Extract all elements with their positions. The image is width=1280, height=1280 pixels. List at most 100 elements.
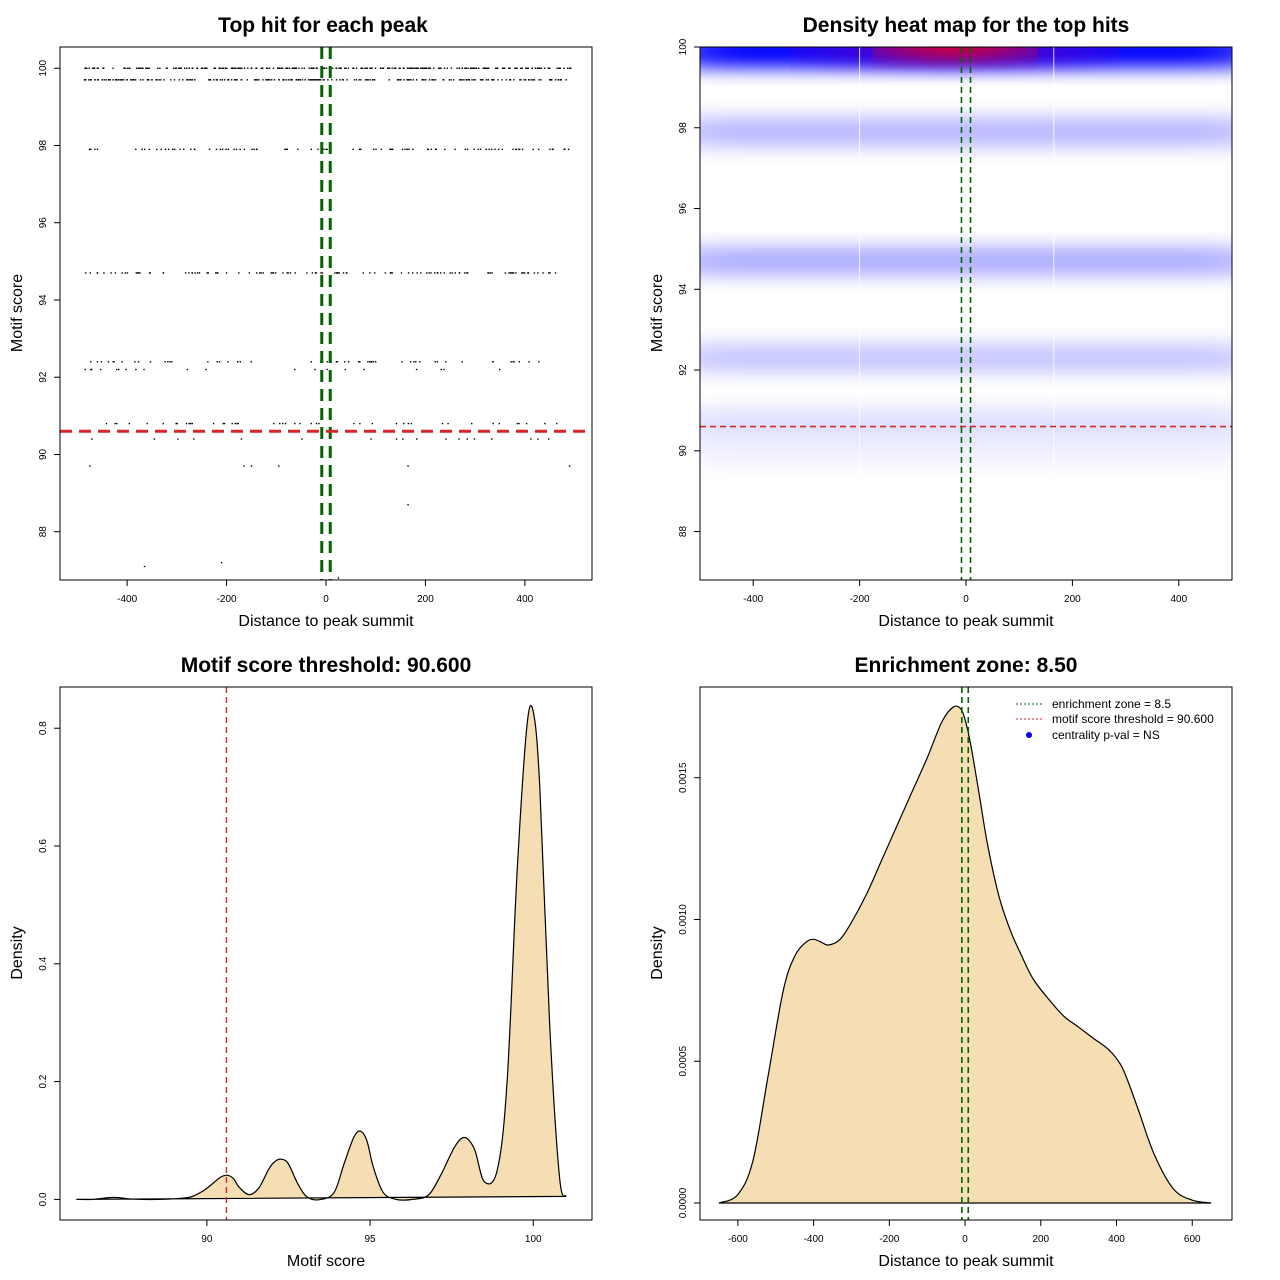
scatter-point [362,272,365,274]
scatter-point [179,148,181,151]
scatter-point [253,79,256,81]
scatter-point [169,361,171,363]
scatter-point [225,272,228,274]
scatter-point [89,465,91,467]
scatter-point [126,79,128,81]
scatter-point [352,148,354,151]
scatter-point [298,67,300,69]
scatter-point [221,79,224,81]
scatter-point [395,438,398,440]
scatter-point [282,272,284,274]
scatter-point [471,79,473,81]
scatter-point [533,272,536,274]
scatter-point [415,368,418,371]
scatter-point [271,272,274,274]
scatter-x-tick-label: 0 [323,594,329,605]
scatter-point [519,79,521,81]
scatter-point [149,361,152,363]
scatter-point [91,368,93,371]
scatter-y-tick-label: 98 [38,139,49,151]
scatter-point [461,361,463,363]
scatter-point [509,272,512,274]
scatter-point [304,79,306,81]
scatter-point [335,79,338,81]
score-density-plot-frame [59,686,593,1221]
legend: enrichment zone = 8.5 motif score thresh… [1016,697,1214,742]
scatter-point [142,79,144,81]
scatter-point [454,148,456,151]
scatter-point [135,272,138,274]
scatter-point [406,79,408,81]
scatter-point [291,67,294,69]
scatter-point [408,79,410,81]
scatter-point [458,272,461,274]
scatter-point [216,272,218,274]
scatter-point [369,272,371,274]
scatter-point [84,368,86,371]
scatter-point [409,67,412,69]
scatter-point [313,79,316,81]
scatter-point [548,438,550,440]
scatter-point [91,67,94,69]
scatter-point [176,422,178,425]
scatter-point [374,361,377,363]
scatter-point [281,67,284,69]
scatter-point [200,67,203,69]
scatter-point [190,148,192,151]
scatter-y-tick-label: 96 [38,217,49,229]
scatter-point [167,361,169,363]
scatter-point [536,67,538,69]
scatter-point [188,422,190,425]
scatter-point [271,79,273,81]
scatter-point [162,272,165,274]
scatter-point [282,79,284,81]
scatter-point [172,148,174,151]
scatter-point [450,79,452,81]
scatter-point [206,272,208,274]
scatter-point [255,272,258,274]
scatter-point [175,422,177,425]
scatter-point [241,67,243,69]
scatter-point [550,79,552,81]
scatter-point [139,79,142,81]
scatter-point [299,79,302,81]
scatter-point [270,272,272,274]
scatter-point [248,272,251,274]
scatter-point [403,79,405,81]
scatter-point [315,67,318,69]
scatter-point [146,67,149,69]
scatter-point [294,272,296,274]
scatter-point [227,361,229,363]
scatter-point [368,361,371,363]
scatter-point [461,79,463,81]
scatter-point [373,148,375,151]
scatter-point [523,272,526,274]
scatter-point [292,67,294,69]
scatter-point [482,79,484,81]
scatter-point [250,361,252,363]
scatter-point [96,148,99,151]
scatter-point [260,67,263,69]
scatter-point [521,272,523,274]
heatmap-hotspot [880,47,1031,59]
scatter-point [337,272,339,274]
scatter-point [301,79,304,81]
scatter-point [559,67,561,69]
scatter-point [522,272,524,274]
scatter-point [570,67,572,69]
heatmap-x-tick-label: 200 [1064,594,1081,605]
scatter-point [407,503,409,506]
scatter-point [408,148,410,151]
scatter-point [373,79,375,81]
scatter-point [177,438,179,440]
scatter-point [533,79,536,81]
heatmap-panel: Density heat map for the top hits -400 -2… [649,14,1233,630]
scatter-point [205,67,207,69]
scatter-point [509,67,511,69]
scatter-point [353,79,356,81]
scatter-point [508,272,510,274]
scatter-point [423,79,425,81]
scatter-point [318,79,321,81]
scatter-point [490,148,493,151]
scatter-point [528,79,530,81]
